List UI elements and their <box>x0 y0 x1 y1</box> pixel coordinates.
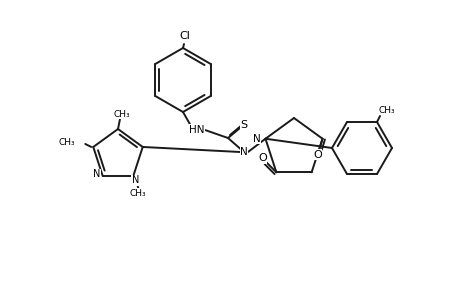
Text: CH₃: CH₃ <box>130 188 146 197</box>
Text: S: S <box>240 120 247 130</box>
Text: O: O <box>257 153 266 163</box>
Text: CH₃: CH₃ <box>113 110 130 118</box>
Text: HN: HN <box>189 125 204 135</box>
Text: CH₃: CH₃ <box>378 106 394 115</box>
Text: N: N <box>240 147 247 157</box>
Text: CH₃: CH₃ <box>58 139 75 148</box>
Text: N: N <box>252 134 260 144</box>
Text: Cl: Cl <box>179 31 190 41</box>
Text: N: N <box>131 175 139 185</box>
Text: N: N <box>93 169 100 179</box>
Text: O: O <box>313 150 321 160</box>
